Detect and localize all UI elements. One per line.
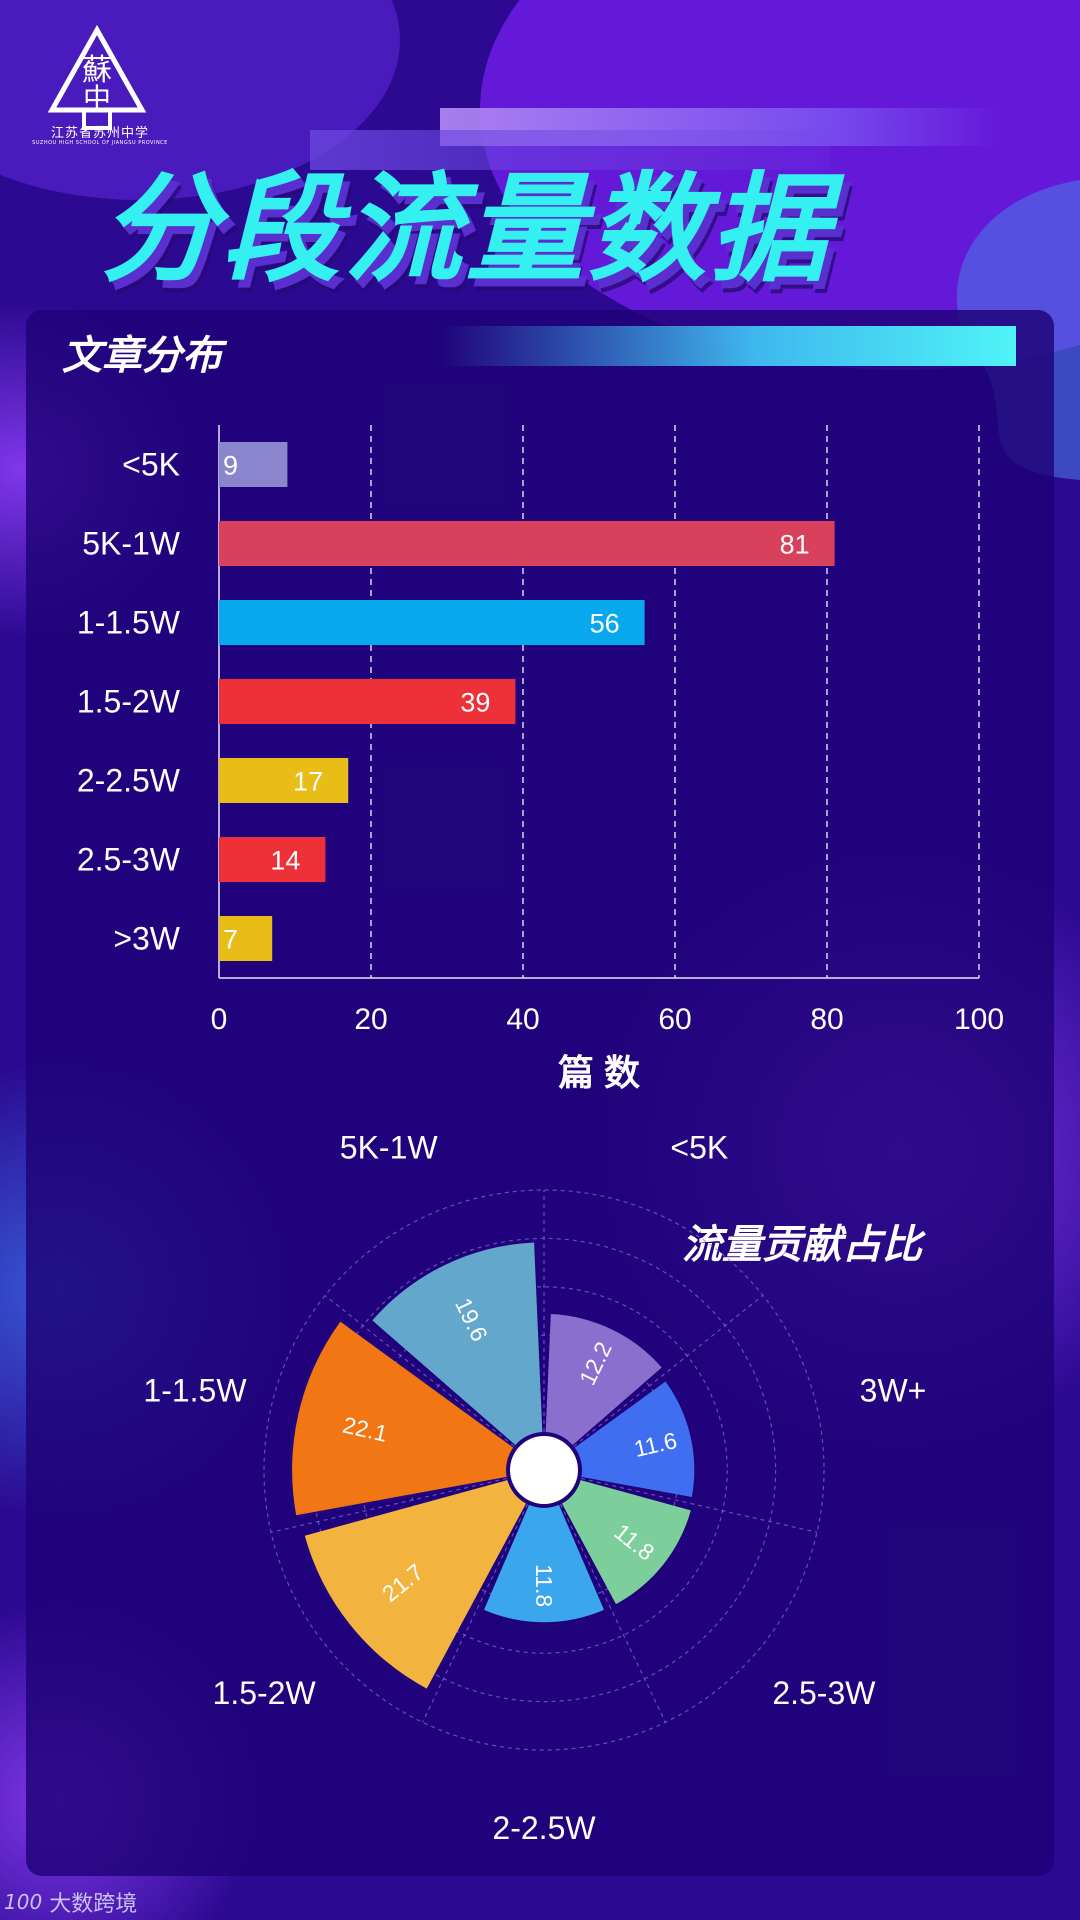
rose-grid-spoke [580,1477,818,1533]
logo-char-bottom: 中 [83,82,111,115]
bar [219,916,273,961]
rose-data-label: 11.8 [531,1564,557,1607]
rose-category-label: 1.5-2W [213,1675,317,1711]
brand-footer: 100 大数跨境 [4,1886,137,1918]
page-title: 分段流量数据 [100,160,833,298]
y-tick-label: 1.5-2W [77,684,181,720]
school-logo: 蘇 中 [47,24,147,130]
rose-category-label: 2-2.5W [492,1810,596,1846]
rose-grid-spoke [324,1294,515,1447]
logo-subtitle: 江苏省苏州中学 [50,126,149,141]
bar [219,679,516,724]
x-tick-label: 60 [658,1003,691,1036]
rose-chart-title: 流量贡献占比 [682,1222,922,1268]
bar-data-label: 9 [223,451,238,481]
x-tick-label: 100 [954,1003,1004,1036]
section-decoration-bar [440,326,1016,366]
rose-category-label: 5K-1W [340,1129,439,1165]
rose-center-hole [510,1436,578,1504]
rose-category-label: 3W+ [860,1372,927,1408]
rose-category-label: 2.5-3W [772,1675,876,1711]
y-tick-label: 2.5-3W [77,842,181,878]
rose-slice [372,1242,543,1446]
x-axis-title: 篇 数 [558,1052,640,1093]
rose-grid-spoke [270,1477,508,1533]
x-tick-label: 80 [810,1003,843,1036]
brand-text: 大数跨境 [49,1892,138,1917]
bar [219,758,349,803]
rose-slice [304,1480,527,1689]
bar [219,600,645,645]
brand-logo-icon: 100 [4,1890,43,1914]
bar-data-label: 39 [460,688,490,718]
rose-grid-spoke [573,1294,764,1447]
rose-slice [561,1480,691,1605]
y-tick-label: >3W [113,921,180,957]
rose-grid-circle [263,1189,825,1751]
y-tick-label: 1-1.5W [77,605,181,641]
x-tick-label: 0 [211,1003,228,1036]
rose-category-label: 1-1.5W [143,1372,247,1408]
y-tick-label: 2-2.5W [77,763,181,799]
y-tick-label: 5K-1W [82,526,181,562]
bar-data-label: 81 [780,530,810,560]
bar [219,837,326,882]
rose-grid-spoke [559,1503,667,1723]
rose-grid-spoke [421,1503,529,1723]
bar-chart-title: 文章分布 [62,333,222,379]
logo-subtitle-en: SUZHOU HIGH SCHOOL OF JIANGSU PROVINCE [32,140,168,146]
bar [219,442,288,487]
bar-data-label: 56 [590,609,620,639]
rose-grid-circle [360,1286,728,1654]
x-tick-label: 40 [506,1003,539,1036]
rose-slice [545,1314,662,1446]
rose-category-label: <5K [670,1129,728,1165]
logo-char-top: 蘇 [82,53,112,88]
y-tick-label: <5K [122,447,180,483]
bar-data-label: 7 [223,925,238,955]
rose-slice [292,1321,514,1516]
bar-data-label: 17 [293,767,323,797]
bar-data-label: 14 [270,846,300,876]
rose-slice [574,1381,695,1498]
x-tick-label: 20 [354,1003,387,1036]
bar [219,521,835,566]
title-decoration-bar-2 [310,130,830,170]
rose-slice [483,1504,605,1623]
